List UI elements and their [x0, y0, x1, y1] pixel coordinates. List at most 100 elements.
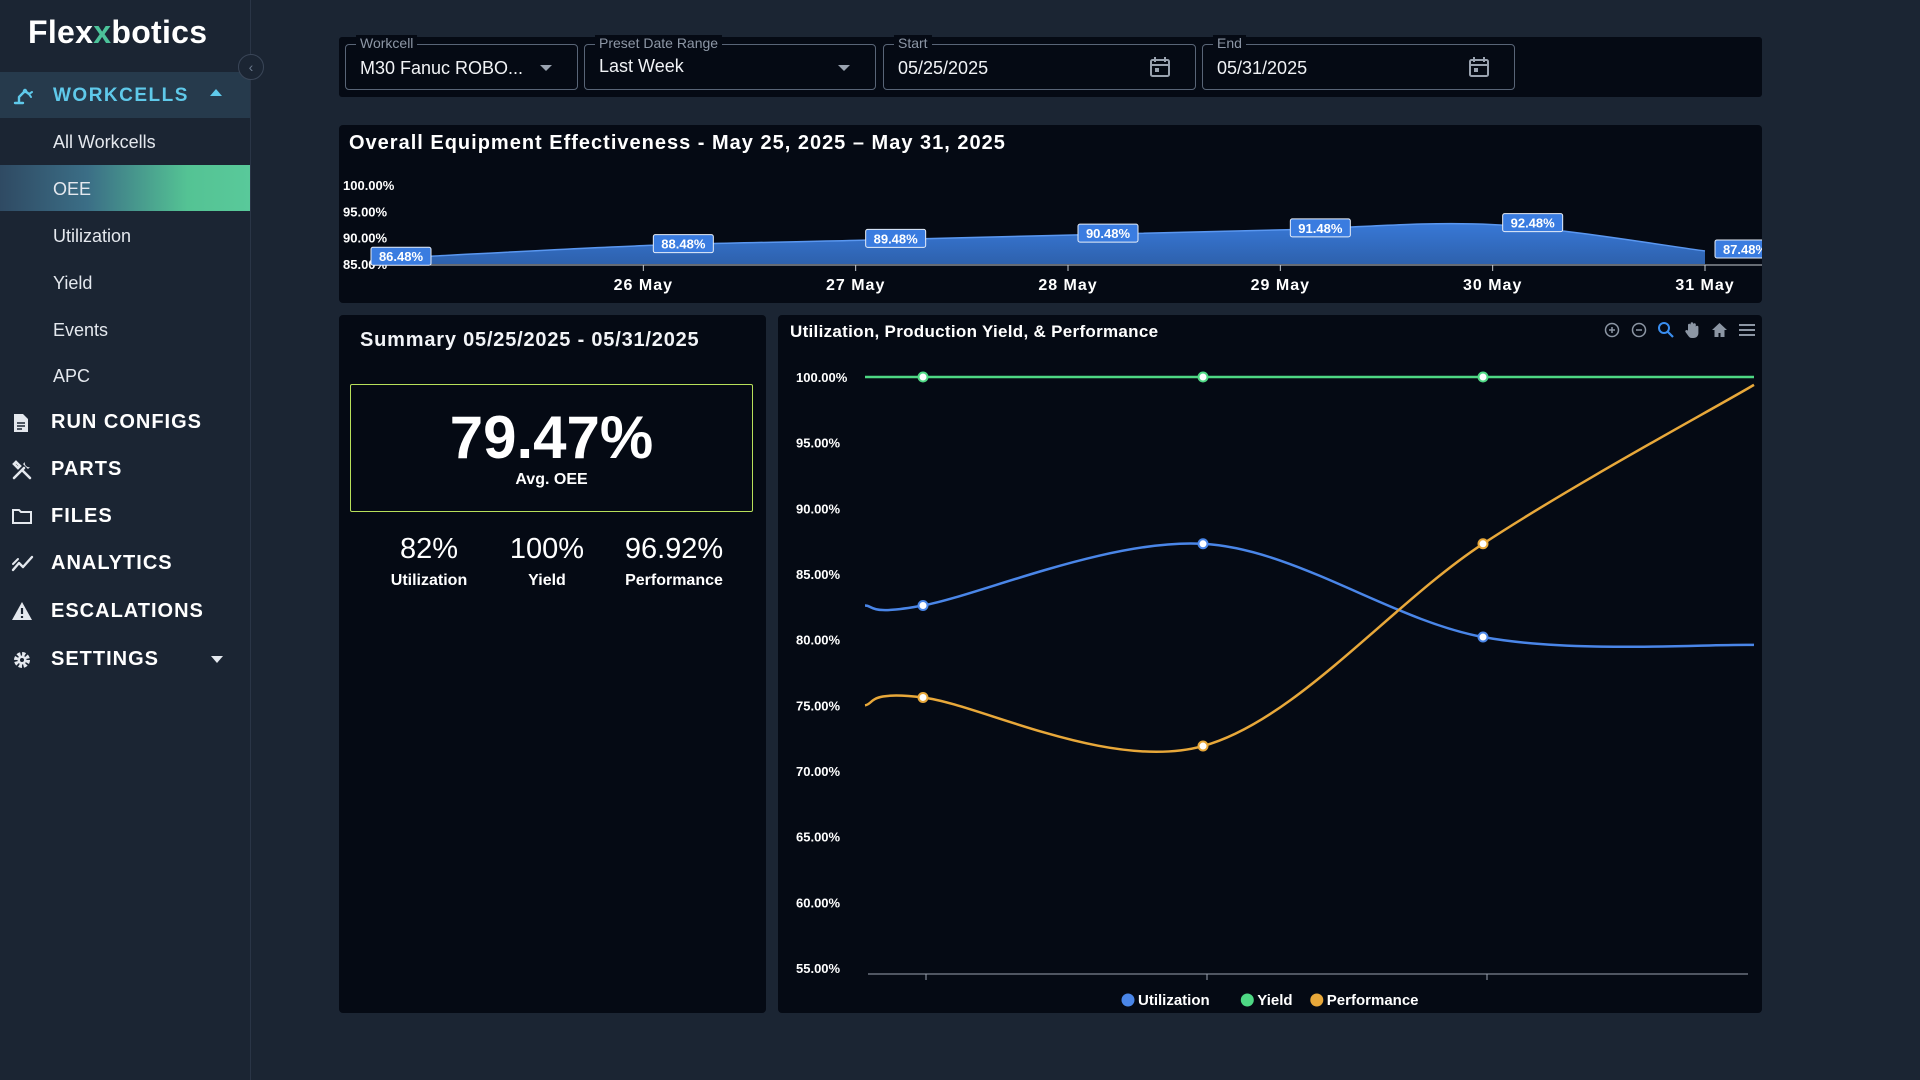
filter-bar: Workcell M30 Fanuc ROBO... Preset Date R…: [339, 35, 1762, 97]
sidebar-item-oee[interactable]: OEE: [0, 165, 250, 211]
data-label-text: 88.48%: [661, 237, 706, 252]
sidebar-item-label: FILES: [51, 505, 113, 527]
y-tick-label: 95.00%: [343, 204, 388, 219]
legend-item-yield[interactable]: Yield: [1240, 992, 1293, 1009]
sidebar-item-run-configs[interactable]: RUN CONFIGS: [0, 399, 250, 445]
sidebar-item-label: All Workcells: [53, 132, 156, 152]
series-line-utilization: [864, 542, 1755, 649]
utilization-yield-performance-chart[interactable]: 100.00% 95.00% 90.00% 85.00% 80.00% 75.00% 70.…: [778, 315, 1762, 1013]
zoom-in-icon[interactable]: [1602, 320, 1621, 339]
sidebar-item-settings[interactable]: SETTINGS: [0, 636, 250, 682]
data-label-box: [370, 246, 432, 266]
menu-icon[interactable]: [1737, 320, 1756, 339]
chevron-down-icon: [838, 65, 850, 71]
sidebar-item-label: OEE: [53, 179, 92, 199]
workcell-value: M30 Fanuc ROBO...: [360, 58, 524, 78]
legend-marker: [1310, 993, 1324, 1007]
y-tick-label: 85.00%: [796, 567, 841, 582]
data-label-box: [1289, 218, 1351, 238]
y-tick-label: 90.00%: [343, 231, 388, 246]
series-point-utilization: [917, 600, 929, 612]
data-label-box: [865, 228, 927, 248]
sidebar-item-escalations[interactable]: ESCALATIONS: [0, 588, 250, 634]
series-point-yield: [917, 371, 929, 383]
sidebar: Flexxbotics WORKCELLS All Workcells OEE …: [0, 0, 251, 1080]
y-tick-label: 100.00%: [796, 370, 848, 385]
workcell-label: Workcell: [356, 35, 418, 51]
x-tick-label: 30 May: [1463, 277, 1522, 294]
data-label-box: [1502, 213, 1564, 233]
series-point-yield: [1477, 371, 1489, 383]
workcell-select[interactable]: Workcell M30 Fanuc ROBO...: [345, 35, 578, 90]
data-label: 89.48%: [865, 228, 927, 248]
sidebar-item-label: SETTINGS: [51, 648, 160, 670]
x-tick-label: 31 May: [1675, 277, 1734, 294]
legend-marker: [1240, 993, 1254, 1007]
series-point-utilization: [1477, 631, 1489, 643]
sidebar-item-label: RUN CONFIGS: [51, 411, 202, 433]
series-point-performance: [1197, 740, 1209, 752]
yield-stat: 100% Yield: [492, 533, 602, 590]
folder-icon: [11, 506, 33, 531]
series-line-performance: [864, 383, 1755, 754]
end-label: End: [1213, 35, 1246, 51]
collapse-sidebar-button[interactable]: ‹: [238, 54, 264, 80]
preset-date-range-select[interactable]: Preset Date Range Last Week: [584, 35, 876, 90]
y-tick-label: 100.00%: [343, 178, 395, 193]
series-point-performance: [1477, 538, 1489, 550]
stat-value: 100%: [509, 533, 585, 565]
sidebar-item-events[interactable]: Events: [0, 306, 250, 352]
chevron-left-icon: ‹: [248, 59, 254, 75]
zoom-out-icon[interactable]: [1629, 320, 1648, 339]
performance-stat: 96.92% Performance: [604, 533, 744, 590]
analytics-icon: [11, 553, 35, 578]
end-value: 05/31/2025: [1217, 58, 1308, 78]
home-icon[interactable]: [1710, 320, 1729, 339]
data-label-box: [1714, 239, 1762, 259]
brand-logo[interactable]: Flexxbotics: [28, 14, 208, 50]
sidebar-item-files[interactable]: FILES: [0, 493, 250, 539]
oee-area: [431, 223, 1705, 264]
x-tick-label: 27 May: [826, 277, 885, 294]
summary-panel: Summary 05/25/2025 - 05/31/2025 79.47% A…: [339, 315, 766, 1013]
sidebar-item-all-workcells[interactable]: All Workcells: [0, 118, 250, 164]
sidebar-item-utilization[interactable]: Utilization: [0, 212, 250, 258]
start-date-field[interactable]: Start 05/25/2025: [883, 35, 1196, 90]
summary-title: Summary 05/25/2025 - 05/31/2025: [360, 329, 700, 351]
sidebar-item-parts[interactable]: PARTS: [0, 446, 250, 492]
robot-arm-icon: [12, 85, 34, 110]
stat-label: Performance: [625, 572, 723, 589]
sidebar-item-analytics[interactable]: ANALYTICS: [0, 540, 250, 586]
sidebar-item-label: Events: [53, 320, 109, 340]
calendar-icon[interactable]: [1468, 56, 1490, 83]
chevron-down-icon[interactable]: [211, 656, 223, 663]
warning-icon: [11, 601, 33, 626]
legend-label: Yield: [1257, 992, 1292, 1009]
sidebar-item-label: Yield: [53, 273, 93, 293]
legend-item-performance[interactable]: Performance: [1310, 992, 1419, 1009]
legend-marker: [1121, 993, 1135, 1007]
data-label-text: 89.48%: [874, 231, 919, 246]
sidebar-section-label: WORKCELLS: [53, 85, 189, 106]
sidebar-section-workcells[interactable]: WORKCELLS: [0, 72, 250, 118]
chevron-up-icon[interactable]: [210, 89, 222, 96]
chart-toolbar: [1602, 320, 1756, 339]
data-label-text: 91.48%: [1298, 221, 1343, 236]
end-date-field[interactable]: End 05/31/2025: [1202, 35, 1515, 90]
oee-area-chart[interactable]: 100.00%95.00%90.00%85.00%26 May 27 May 28 …: [339, 125, 1762, 303]
legend-item-utilization[interactable]: Utilization: [1121, 992, 1210, 1009]
oee-line: [430, 222, 1706, 257]
sidebar-item-label: PARTS: [51, 458, 123, 480]
sidebar-item-yield[interactable]: Yield: [0, 259, 250, 305]
pan-hand-icon[interactable]: [1683, 320, 1702, 339]
sidebar-item-label: ANALYTICS: [51, 552, 173, 574]
y-tick-label: 55.00%: [796, 961, 841, 976]
stat-value: 96.92%: [624, 533, 724, 565]
x-tick-label: 28 May: [1038, 277, 1097, 294]
sidebar-item-apc[interactable]: APC: [0, 352, 250, 398]
data-label: 87.48%: [1714, 239, 1762, 259]
calendar-icon[interactable]: [1149, 56, 1171, 83]
oee-chart-title: Overall Equipment Effectiveness - May 25…: [349, 132, 1006, 154]
start-value: 05/25/2025: [898, 58, 989, 78]
magnifier-icon[interactable]: [1656, 320, 1675, 339]
